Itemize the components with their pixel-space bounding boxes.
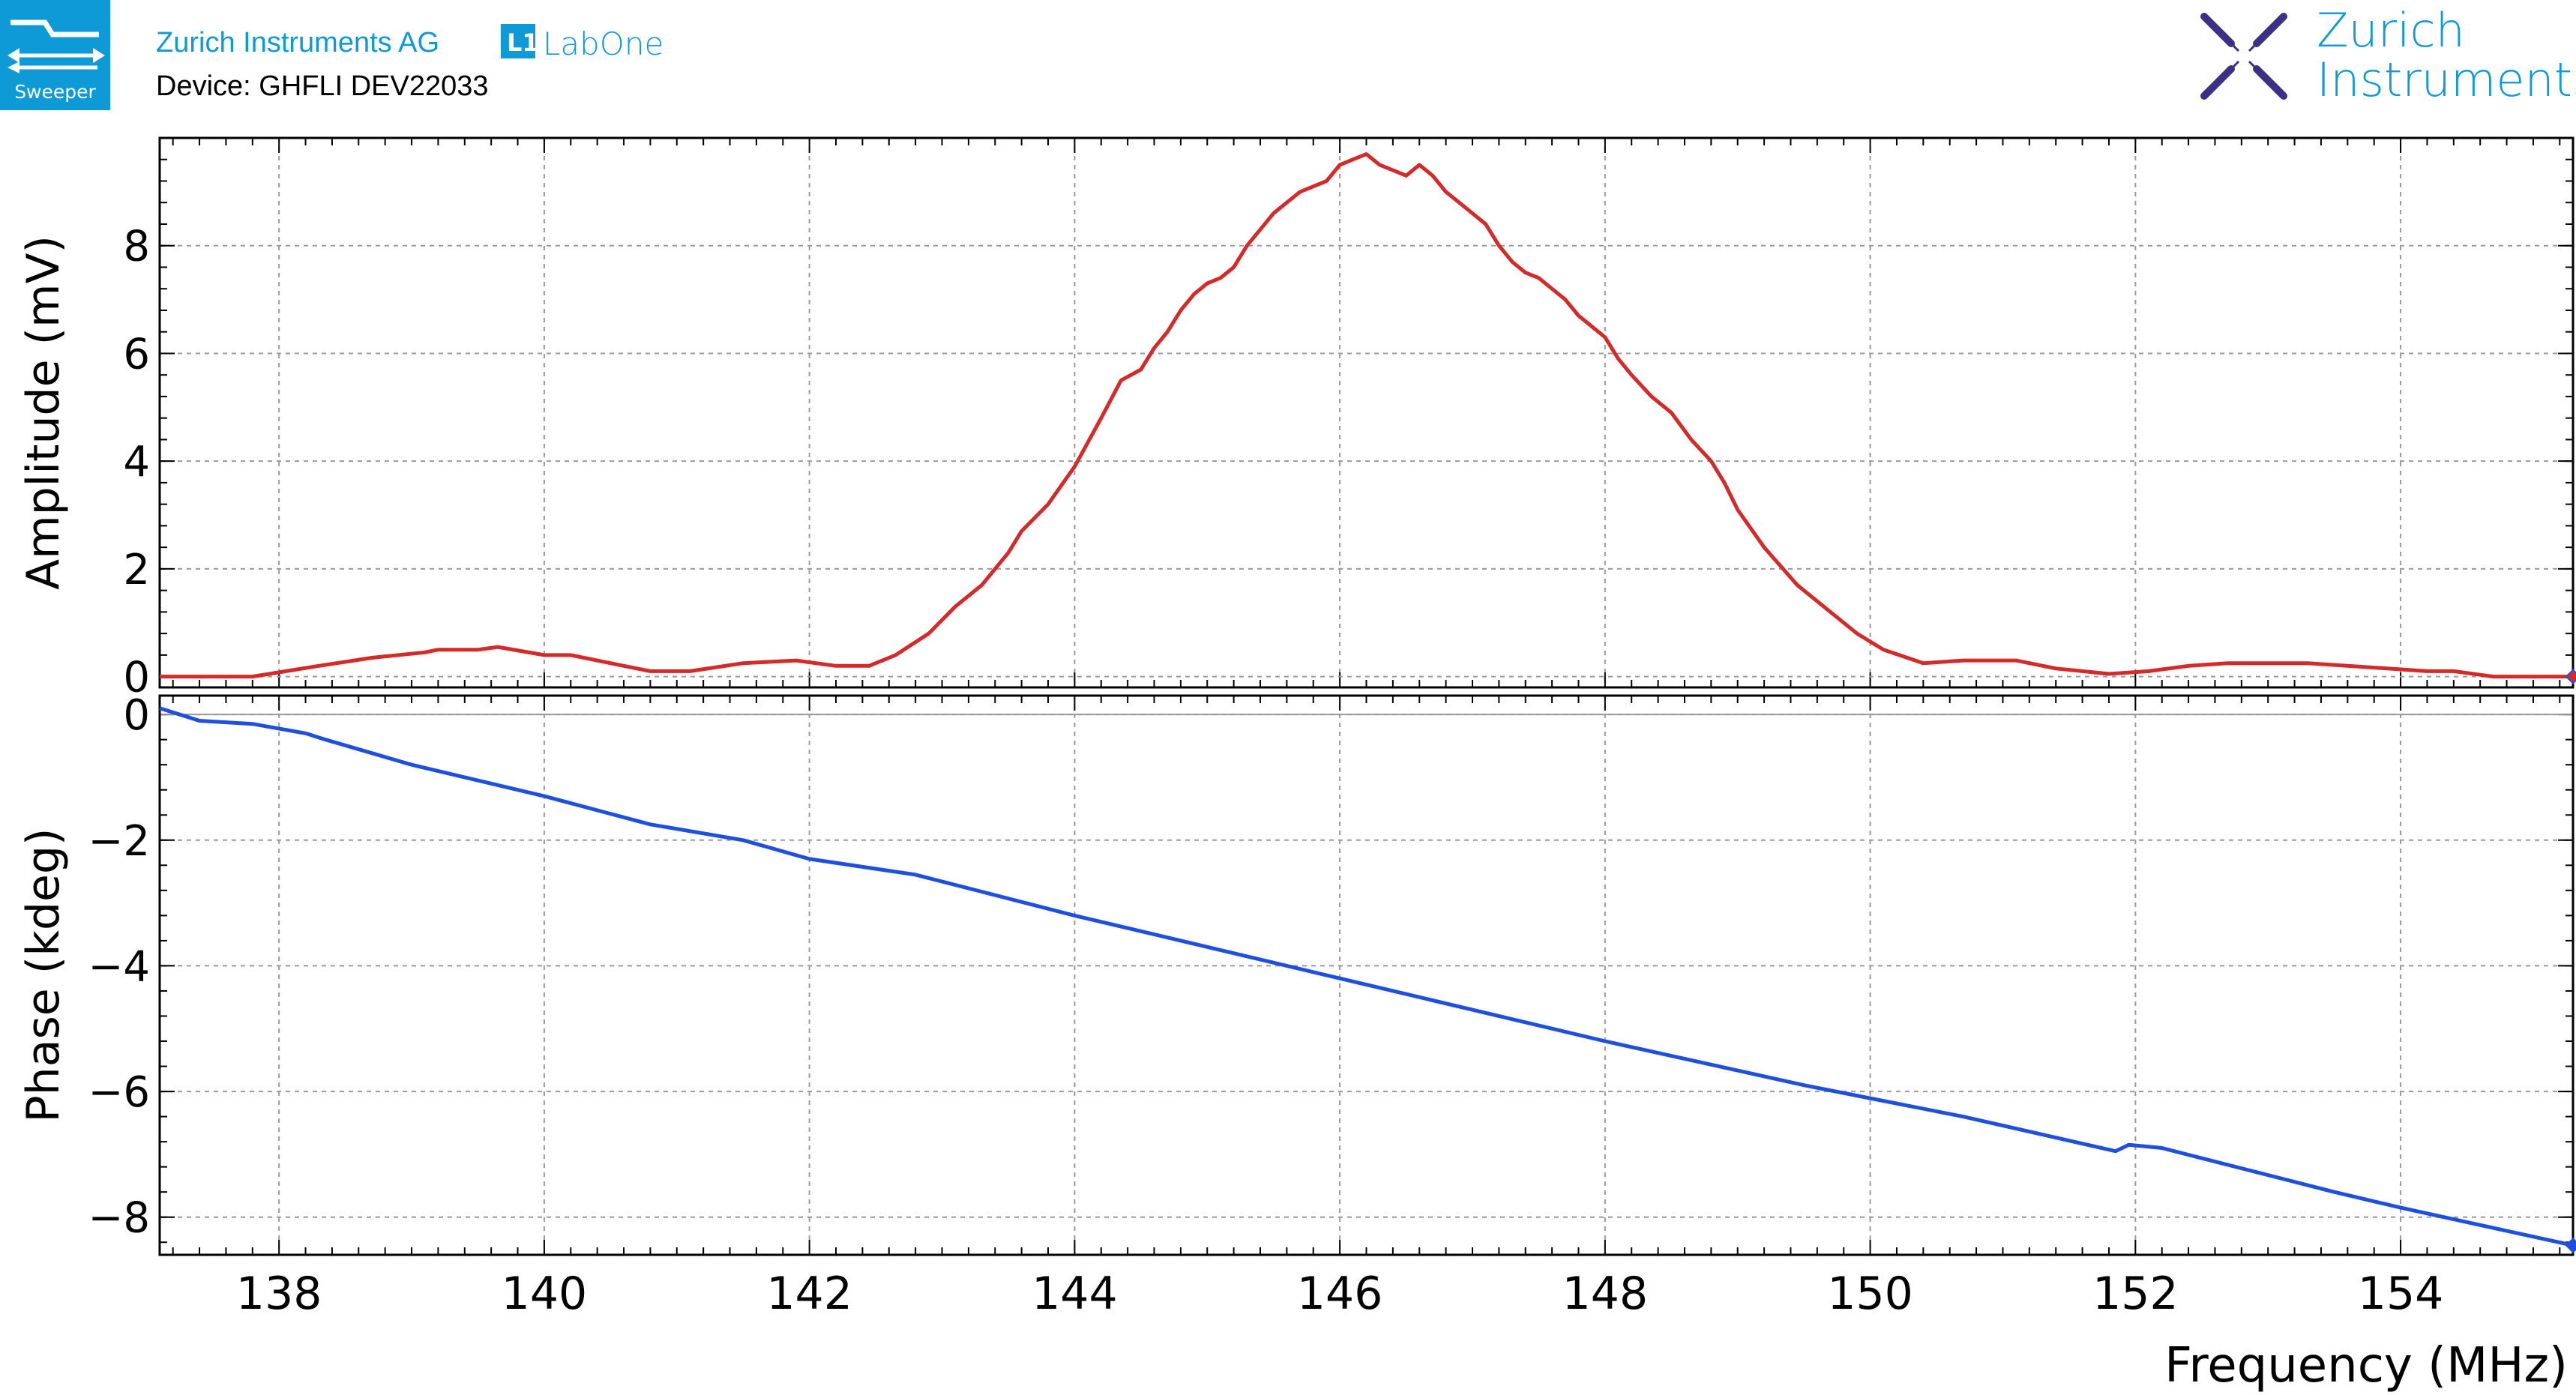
x-tick-label: 150 [1827, 1268, 1913, 1320]
phase-ylabel: Phase (kdeg) [17, 828, 70, 1123]
y-tick-label: 0 [123, 654, 150, 702]
amplitude-frame [158, 136, 2575, 689]
y-tick-label: 8 [123, 223, 150, 271]
device-label: Device: GHFLI DEV22033 [156, 70, 489, 102]
x-tick-label: 154 [2358, 1268, 2444, 1320]
zi-wordmark-line2: Instruments [2317, 52, 2576, 107]
y-tick-label: 0 [123, 691, 150, 740]
zurich-instruments-logo-icon [2200, 13, 2287, 100]
product-name: LabOne [543, 25, 664, 62]
x-tick-label: 140 [502, 1268, 588, 1320]
phase-panel: 0 −2 −4 −6 −8 Phase (kdeg) [17, 691, 2576, 1256]
y-tick-label: −4 [88, 942, 150, 991]
x-tick-label: 148 [1562, 1268, 1649, 1320]
y-tick-label: 6 [123, 330, 150, 379]
amplitude-ylabel: Amplitude (mV) [17, 235, 70, 590]
x-tick-label: 142 [766, 1268, 852, 1320]
phase-cursor-marker [2565, 1238, 2576, 1253]
sweeper-icon [7, 19, 105, 73]
x-tick-label: 144 [1032, 1268, 1118, 1320]
zi-wordmark: Zurich Instruments [2317, 6, 2576, 105]
amplitude-series-line [160, 152, 2573, 679]
sweeper-label: Sweeper [14, 81, 96, 103]
x-axis-label: Frequency (MHz) [2164, 1338, 2568, 1394]
x-tick-label: 138 [236, 1268, 322, 1320]
y-tick-label: 2 [123, 546, 150, 594]
x-tick-label: 152 [2092, 1268, 2179, 1320]
company-name: Zurich Instruments AG [156, 27, 440, 58]
amplitude-cursor-marker [2565, 669, 2576, 685]
labone-box-text: L1 [507, 28, 539, 57]
y-tick-label: −8 [88, 1194, 150, 1243]
phase-series-line [159, 706, 2574, 1247]
phase-frame [158, 694, 2575, 1256]
zi-wordmark-line1: Zurich [2317, 3, 2465, 58]
sweeper-badge: Sweeper [0, 0, 110, 110]
labone-box-icon: L1 [501, 24, 539, 58]
amplitude-panel: 0 2 4 6 8 Amplitude (mV) [17, 136, 2576, 702]
y-tick-label: −6 [88, 1068, 150, 1117]
y-tick-label: −2 [88, 817, 150, 866]
y-tick-label: 4 [123, 438, 150, 486]
x-tick-label: 146 [1297, 1268, 1383, 1320]
